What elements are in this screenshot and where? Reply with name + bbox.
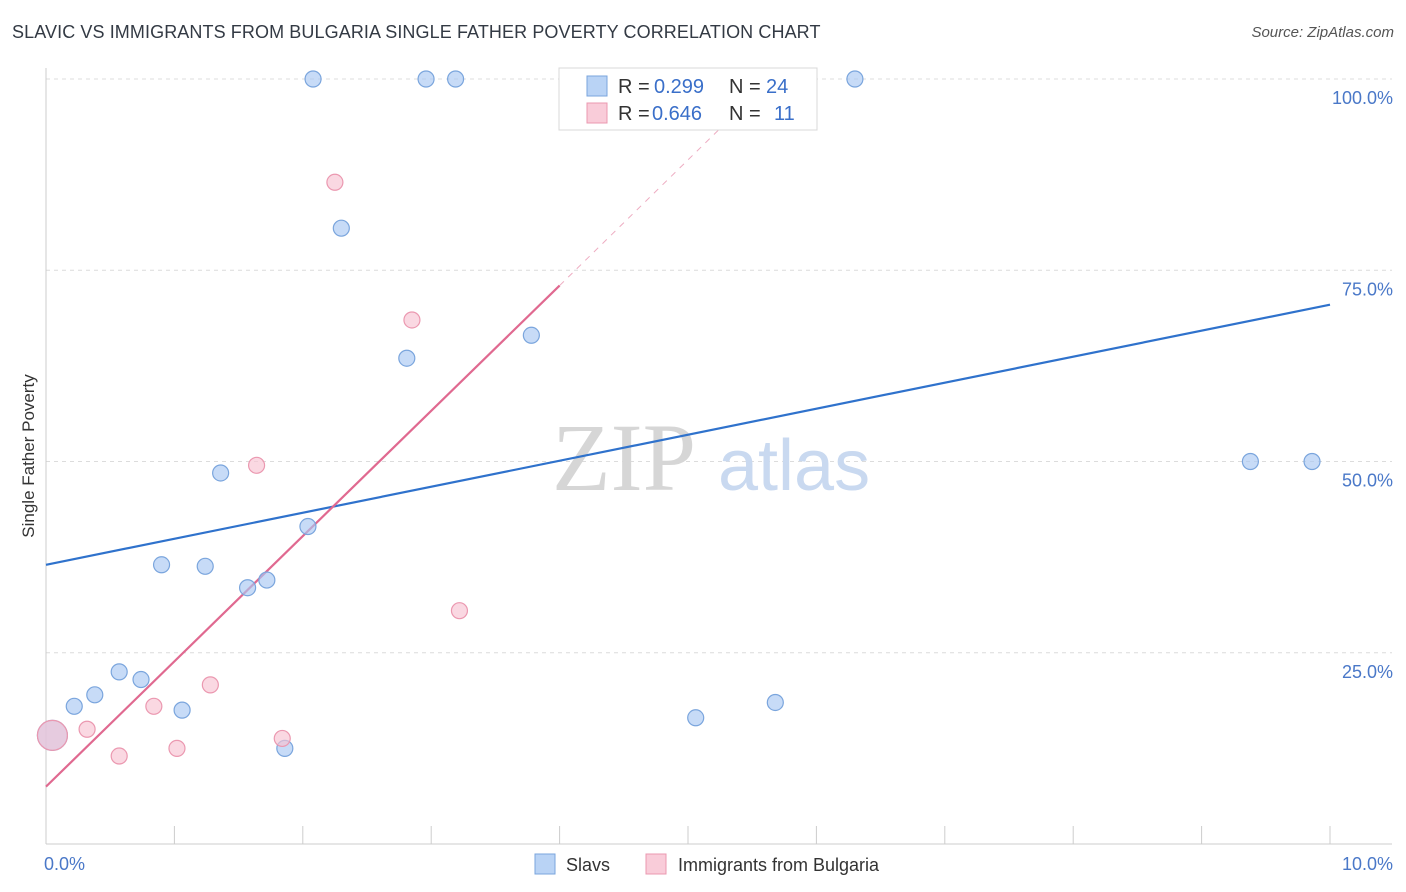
source-label: Source: ZipAtlas.com [1251, 24, 1394, 41]
point-bulgaria-0 [36, 719, 69, 751]
point-slavs-2 [86, 686, 104, 704]
legend-n-value-bulgaria: 11 [774, 103, 795, 125]
y-tick-label-2: 75.0% [1342, 279, 1393, 299]
point-slavs-6 [173, 701, 191, 719]
legend-swatch-slavs [586, 75, 608, 97]
point-slavs-1 [65, 697, 83, 715]
point-slavs-8 [212, 464, 230, 482]
point-slavs-19 [687, 709, 705, 727]
legend-r-value-bulgaria: 0.646 [652, 103, 702, 125]
point-slavs-17 [446, 70, 465, 88]
legend-swatch-bulgaria [586, 102, 608, 124]
x-tick-label-1: 10.0% [1342, 854, 1393, 874]
point-slavs-9 [238, 579, 257, 597]
legend: R = 0.299 N = 24 R = 0.646 N = 11 [558, 67, 818, 131]
point-bulgaria-3 [145, 697, 163, 715]
y-tick-label-1: 50.0% [1342, 471, 1393, 491]
x-tick-label-0: 0.0% [44, 854, 85, 874]
trend-line-1 [45, 284, 561, 788]
bottom-legend-label-bulgaria: Immigrants from Bulgaria [678, 855, 880, 875]
legend-n-label-bulgaria: N = [729, 103, 761, 125]
y-tick-label-3: 100.0% [1332, 88, 1393, 108]
point-slavs-7 [196, 557, 214, 575]
y-tick-labels: 25.0% 50.0% 75.0% 100.0% [1332, 88, 1393, 682]
point-bulgaria-4 [168, 739, 186, 757]
legend-r-label-bulgaria: R = [618, 103, 650, 125]
axes [45, 68, 1392, 845]
legend-n-label-slavs: N = [729, 76, 761, 98]
gridlines [46, 78, 1392, 654]
point-slavs-5 [152, 556, 171, 574]
point-bulgaria-1 [78, 720, 96, 738]
watermark-atlas: atlas [718, 426, 870, 506]
point-slavs-3 [110, 663, 128, 681]
point-bulgaria-6 [247, 456, 266, 474]
bottom-legend-swatch-bulgaria [645, 853, 667, 875]
point-slavs-18 [522, 326, 540, 344]
point-slavs-13 [304, 70, 322, 88]
point-bulgaria-2 [110, 747, 128, 765]
legend-r-value-slavs: 0.299 [654, 76, 704, 98]
bottom-legend-label-slavs: Slavs [566, 855, 610, 875]
point-bulgaria-5 [201, 676, 219, 694]
point-slavs-15 [398, 349, 416, 367]
y-tick-label-0: 25.0% [1342, 662, 1393, 682]
bottom-legend-swatch-slavs [534, 853, 556, 875]
data-points [36, 70, 1321, 765]
chart-title: SLAVIC VS IMMIGRANTS FROM BULGARIA SINGL… [12, 22, 821, 42]
point-bulgaria-9 [403, 311, 421, 329]
trend-line-0 [45, 303, 1331, 566]
point-slavs-20 [766, 693, 784, 712]
point-bulgaria-7 [273, 729, 291, 748]
x-tick-labels: 0.0% 10.0% [44, 854, 1393, 874]
point-slavs-12 [299, 517, 317, 536]
bottom-legend: Slavs Immigrants from Bulgaria [534, 853, 880, 875]
point-slavs-16 [417, 70, 435, 88]
point-slavs-14 [332, 219, 350, 237]
watermark: ZIP atlas [552, 404, 870, 511]
legend-n-value-slavs: 24 [766, 76, 788, 98]
point-slavs-23 [1303, 452, 1321, 471]
point-slavs-4 [132, 670, 150, 689]
point-bulgaria-10 [450, 602, 469, 620]
trend-line-extension-1 [559, 109, 740, 286]
trend-lines [45, 109, 1331, 788]
point-bulgaria-8 [326, 173, 344, 191]
point-slavs-22 [1241, 452, 1259, 471]
y-axis-label: Single Father Poverty [19, 374, 38, 538]
legend-r-label-slavs: R = [618, 76, 650, 98]
point-slavs-10 [258, 571, 276, 589]
point-slavs-21 [846, 70, 864, 88]
